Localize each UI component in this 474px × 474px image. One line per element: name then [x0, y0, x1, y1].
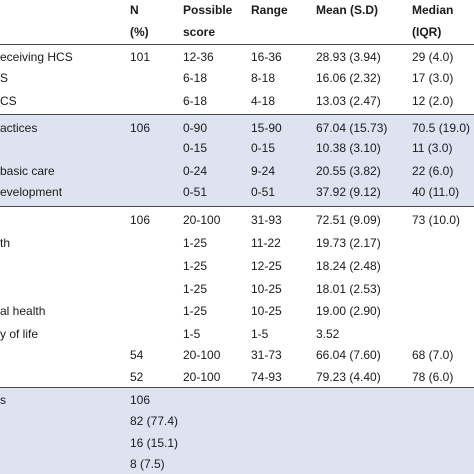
- header-range: Range: [251, 3, 288, 17]
- cell-mean-sd: 10.38 (3.10): [316, 141, 381, 155]
- cell-range: 31-93: [251, 213, 282, 227]
- cell-median-iqr: 12 (2.0): [412, 94, 454, 108]
- header-iqr: (IQR): [412, 25, 442, 39]
- cell-median-iqr: 78 (6.0): [412, 370, 454, 384]
- cell-possible-score: 20-100: [183, 213, 221, 227]
- cell-possible-score: 1-25: [183, 304, 208, 318]
- cell-range: 12-25: [251, 259, 282, 273]
- header-n: N: [130, 3, 139, 17]
- cell-range: 0-15: [251, 141, 276, 155]
- cell-possible-score: 20-100: [183, 370, 221, 384]
- cell-mean-sd: 79.23 (4.40): [316, 370, 381, 384]
- cell-median-iqr: 17 (3.0): [412, 71, 454, 85]
- row-label: S: [0, 71, 9, 85]
- cell-n: 52: [130, 370, 144, 384]
- cell-possible-score: 12-36: [183, 50, 214, 64]
- cell-range: 31-73: [251, 348, 282, 362]
- cell-mean-sd: 13.03 (2.47): [316, 94, 381, 108]
- cell-mean-sd: 16.06 (2.32): [316, 71, 381, 85]
- row-label: s: [0, 393, 6, 407]
- row-label: y of life: [0, 327, 39, 341]
- cell-n: 106: [130, 393, 151, 407]
- section-rule-3: [0, 206, 474, 207]
- cell-median-iqr: 73 (10.0): [412, 213, 461, 227]
- row-label: actices: [0, 121, 38, 135]
- row-label: th: [0, 236, 11, 250]
- cell-range: 16-36: [251, 50, 282, 64]
- cell-n: 8 (7.5): [130, 457, 165, 471]
- cell-range: 10-25: [251, 282, 282, 296]
- cell-range: 11-22: [251, 236, 281, 250]
- header-rule: [0, 44, 474, 45]
- cell-possible-score: 0-15: [183, 141, 208, 155]
- cell-range: 10-25: [251, 304, 282, 318]
- cell-possible-score: 1-5: [183, 327, 201, 341]
- cell-possible-score: 6-18: [183, 71, 208, 85]
- cell-possible-score: 1-25: [183, 282, 208, 296]
- cell-mean-sd: 3.52: [316, 327, 340, 341]
- header-n-percent: (%): [130, 25, 149, 39]
- cell-mean-sd: 19.00 (2.90): [316, 304, 381, 318]
- section-band-last: [0, 387, 474, 474]
- cell-mean-sd: 72.51 (9.09): [316, 213, 381, 227]
- cell-possible-score: 0-90: [183, 121, 208, 135]
- cell-median-iqr: 22 (6.0): [412, 164, 454, 178]
- cell-mean-sd: 37.92 (9.12): [316, 185, 381, 199]
- cell-range: 15-90: [251, 121, 282, 135]
- cell-range: 1-5: [251, 327, 269, 341]
- header-possible-score: Possible: [183, 3, 233, 17]
- section-band-practices: [0, 114, 474, 206]
- cell-median-iqr: 29 (4.0): [412, 50, 454, 64]
- cell-range: 9-24: [251, 164, 276, 178]
- row-label: basic care: [0, 164, 55, 178]
- row-label: eceiving HCS: [0, 50, 73, 64]
- row-label: evelopment: [0, 185, 63, 199]
- cell-possible-score: 0-51: [183, 185, 208, 199]
- cell-n: 106: [130, 213, 151, 227]
- cell-range: 0-51: [251, 185, 276, 199]
- row-label: CS: [0, 94, 17, 108]
- cell-possible-score: 1-25: [183, 236, 208, 250]
- section-rule-2: [0, 114, 474, 115]
- cell-possible-score: 20-100: [183, 348, 221, 362]
- cell-median-iqr: 11 (3.0): [412, 141, 453, 155]
- header-median: Median: [412, 3, 454, 17]
- cell-median-iqr: 70.5 (19.0): [412, 121, 471, 135]
- cell-median-iqr: 68 (7.0): [412, 348, 454, 362]
- cell-possible-score: 6-18: [183, 94, 208, 108]
- cell-mean-sd: 19.73 (2.17): [316, 236, 381, 250]
- cell-n: 54: [130, 348, 144, 362]
- cell-n: 82 (77.4): [130, 414, 179, 428]
- cell-mean-sd: 18.24 (2.48): [316, 259, 381, 273]
- cell-range: 4-18: [251, 94, 276, 108]
- header-mean: Mean (S.D): [316, 3, 379, 17]
- cell-n: 16 (15.1): [130, 436, 179, 450]
- cell-possible-score: 1-25: [183, 259, 208, 273]
- header-possible-score-2: score: [183, 25, 216, 39]
- section-rule-4: [0, 387, 474, 388]
- cell-mean-sd: 67.04 (15.73): [316, 121, 388, 135]
- cell-mean-sd: 66.04 (7.60): [316, 348, 381, 362]
- row-label: al health: [0, 304, 46, 318]
- cell-n: 106: [130, 121, 151, 135]
- cell-mean-sd: 18.01 (2.53): [316, 282, 381, 296]
- cell-range: 8-18: [251, 71, 276, 85]
- cell-median-iqr: 40 (11.0): [412, 185, 460, 199]
- cell-mean-sd: 20.55 (3.82): [316, 164, 381, 178]
- cell-mean-sd: 28.93 (3.94): [316, 50, 381, 64]
- cell-range: 74-93: [251, 370, 282, 384]
- cell-n: 101: [130, 50, 151, 64]
- cell-possible-score: 0-24: [183, 164, 208, 178]
